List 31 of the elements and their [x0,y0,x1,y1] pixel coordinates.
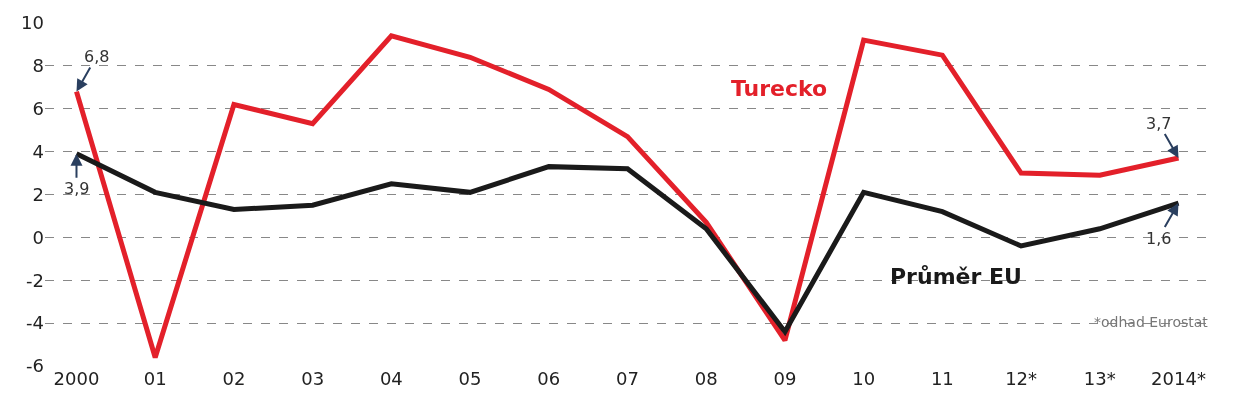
x-tick-label: 10 [852,368,876,389]
annotation: *odhad Eurostat [1094,314,1209,330]
annotation: 3,7 [1146,114,1172,133]
x-tick-label: 09 [773,368,797,389]
x-tick-label: 08 [694,368,718,389]
x-tick-label: 2014* [1151,368,1206,389]
x-tick-label: 07 [616,368,639,389]
x-tick-label: 02 [222,368,246,389]
series-label: Průměr EU [890,264,1022,289]
y-tick-label: 8 [32,55,44,77]
x-tick-label: 13* [1083,368,1116,389]
series-label: Turecko [731,76,828,101]
x-tick-label: 05 [458,368,482,389]
y-tick-label: 6 [32,98,44,120]
y-tick-label: 2 [32,183,44,205]
y-tick-label: 4 [32,140,44,162]
y-tick-label: 10 [21,12,44,34]
y-tick-label: 0 [32,226,44,248]
x-tick-label: 12* [1005,368,1038,389]
annotation: 6,8 [84,47,110,66]
y-tick-label: -6 [26,355,44,377]
annotation: 1,6 [1146,229,1172,248]
x-tick-label: 06 [537,368,561,389]
x-tick-label: 2000 [53,368,100,389]
y-tick-label: -4 [26,312,44,334]
x-tick-label: 03 [301,368,325,389]
x-tick-label: 11 [930,368,954,389]
x-tick-label: 01 [143,368,167,389]
annotation: 3,9 [64,179,90,198]
x-tick-label: 04 [379,368,403,389]
y-tick-label: -2 [26,269,44,291]
